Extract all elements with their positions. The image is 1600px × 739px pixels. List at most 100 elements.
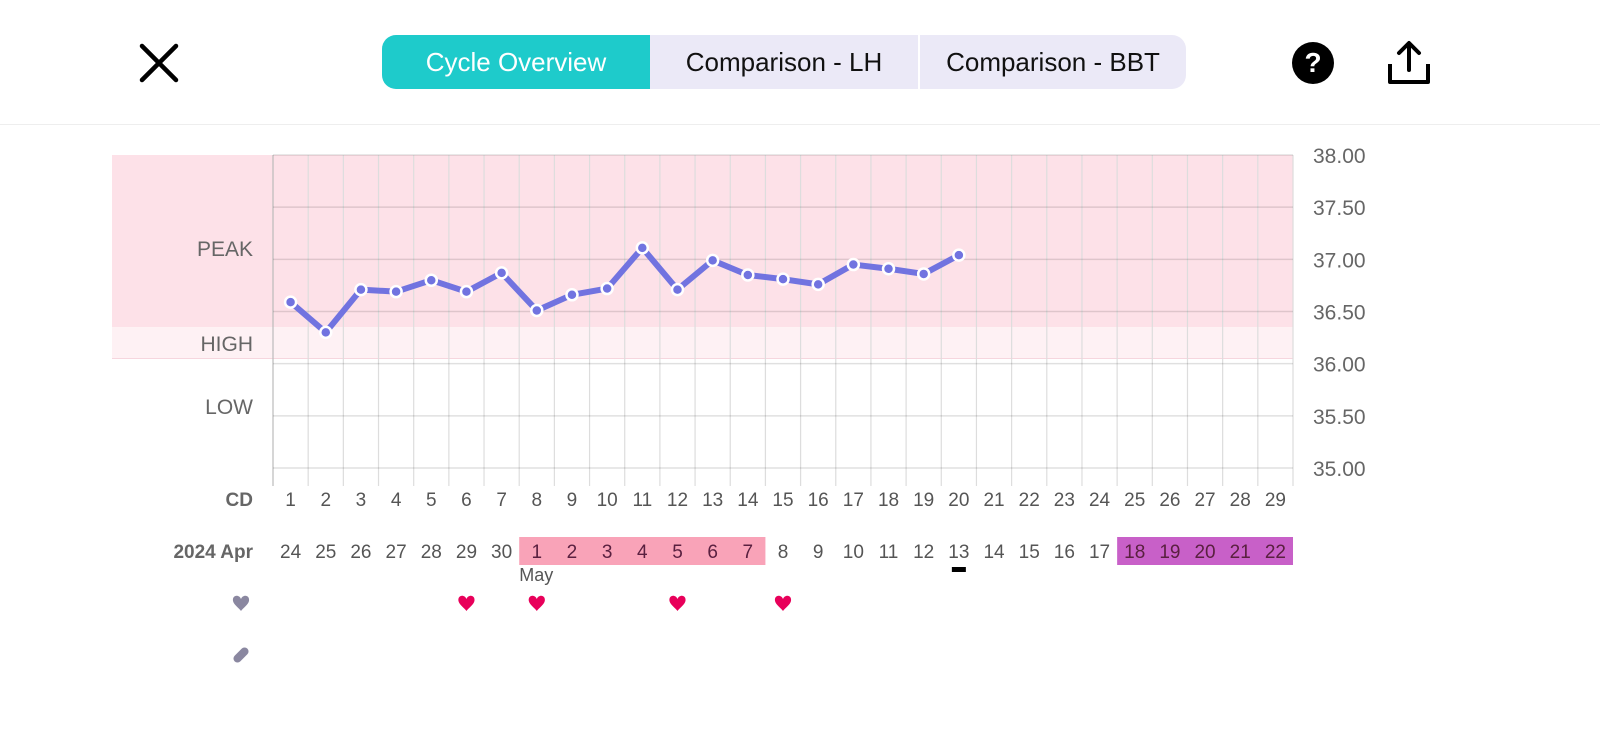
cd-label: 7 [496, 490, 507, 511]
date-label: 17 [1089, 542, 1110, 563]
date-label: 29 [456, 542, 477, 563]
bbt-point [424, 273, 439, 287]
bbt-point [705, 253, 720, 268]
band-label-peak: PEAK [197, 238, 253, 261]
bbt-point [530, 303, 544, 318]
pill-icon [233, 647, 249, 663]
heart-icon [232, 595, 250, 611]
top-bar: Cycle Overview Comparison - LH Compariso… [0, 0, 1600, 125]
date-label: 8 [778, 542, 789, 563]
cd-label: 19 [913, 490, 934, 511]
cd-label: 12 [667, 490, 688, 511]
date-label: 9 [813, 542, 824, 563]
bbt-point [776, 272, 790, 286]
date-label: 6 [707, 542, 718, 563]
cd-label: 8 [532, 490, 543, 511]
date-label: 16 [1054, 542, 1075, 563]
cd-label: 27 [1194, 490, 1215, 511]
band-label-low: LOW [205, 396, 253, 419]
peak-band [112, 155, 1293, 328]
bbt-point [565, 288, 579, 302]
date-label: 12 [913, 542, 934, 563]
date-row-label: 2024 Apr [173, 542, 253, 563]
date-label: 1 [532, 542, 543, 563]
date-label: 18 [1124, 542, 1145, 563]
date-label: 27 [386, 542, 407, 563]
cd-label: 24 [1089, 490, 1111, 511]
high-band [112, 327, 1293, 359]
cd-label: 15 [772, 490, 793, 511]
date-label: 14 [983, 542, 1005, 563]
month-label: May [519, 565, 553, 585]
predicted-period-highlight [1117, 537, 1293, 565]
cd-label: 29 [1265, 490, 1286, 511]
y-tick-label: 35.00 [1313, 458, 1366, 481]
band-label-high: HIGH [201, 333, 254, 356]
intercourse-heart-icon [774, 595, 792, 611]
cd-label: 14 [737, 490, 759, 511]
date-label: 3 [602, 542, 613, 563]
cd-label: 25 [1124, 490, 1145, 511]
view-segmented-control: Cycle Overview Comparison - LH Compariso… [382, 35, 1186, 89]
date-label: 4 [637, 542, 648, 563]
cd-label: 3 [356, 490, 367, 511]
cd-label: 5 [426, 490, 437, 511]
date-label: 15 [1019, 542, 1040, 563]
cd-label: 17 [843, 490, 864, 511]
intercourse-heart-icon [528, 595, 545, 611]
date-label: 28 [421, 542, 442, 563]
share-icon[interactable] [1386, 40, 1432, 86]
cd-label: 10 [597, 490, 618, 511]
cd-label: 4 [391, 490, 402, 511]
date-label: 19 [1159, 542, 1180, 563]
close-icon[interactable] [138, 42, 180, 84]
y-tick-label: 35.50 [1313, 406, 1366, 429]
date-label: 24 [280, 542, 302, 563]
cd-label: 16 [808, 490, 829, 511]
cd-label: 9 [567, 490, 578, 511]
y-tick-label: 37.50 [1313, 197, 1366, 220]
cd-label: 13 [702, 490, 723, 511]
date-label: 13 [948, 542, 969, 563]
bbt-point [354, 282, 368, 297]
bbt-point [741, 268, 755, 282]
date-label: 20 [1194, 542, 1215, 563]
date-label: 7 [743, 542, 754, 563]
today-marker [951, 567, 966, 572]
date-label: 25 [315, 542, 336, 563]
cd-label: 6 [461, 490, 472, 511]
bbt-point [881, 261, 896, 276]
tab-comparison-bbt[interactable]: Comparison - BBT [946, 47, 1160, 77]
bbt-point [916, 267, 931, 281]
date-label: 21 [1230, 542, 1251, 563]
bbt-point [635, 241, 650, 255]
date-label: 10 [843, 542, 864, 563]
cd-label: 26 [1159, 490, 1180, 511]
date-label: 22 [1265, 542, 1286, 563]
help-button[interactable]: ? [1292, 42, 1334, 84]
cd-row-label: CD [226, 490, 253, 511]
date-label: 26 [350, 542, 371, 563]
bbt-point [670, 282, 685, 297]
cd-label: 18 [878, 490, 899, 511]
tab-comparison-lh[interactable]: Comparison - LH [650, 35, 920, 89]
tab-cycle-overview[interactable]: Cycle Overview [382, 35, 650, 89]
date-label: 30 [491, 542, 512, 563]
y-tick-label: 36.00 [1313, 354, 1366, 377]
date-label: 2 [567, 542, 578, 563]
bbt-point [952, 248, 966, 262]
bbt-point [846, 257, 861, 272]
intercourse-heart-icon [458, 595, 475, 611]
bbt-point [494, 266, 509, 280]
bbt-point [459, 284, 474, 299]
bbt-point [283, 295, 298, 309]
cd-label: 28 [1230, 490, 1251, 511]
cd-label: 2 [320, 490, 331, 511]
intercourse-heart-icon [669, 595, 686, 611]
cd-label: 1 [285, 490, 296, 511]
cd-label: 21 [983, 490, 1004, 511]
bbt-point [389, 284, 403, 299]
bbt-point [811, 277, 825, 292]
period-highlight [519, 537, 766, 565]
